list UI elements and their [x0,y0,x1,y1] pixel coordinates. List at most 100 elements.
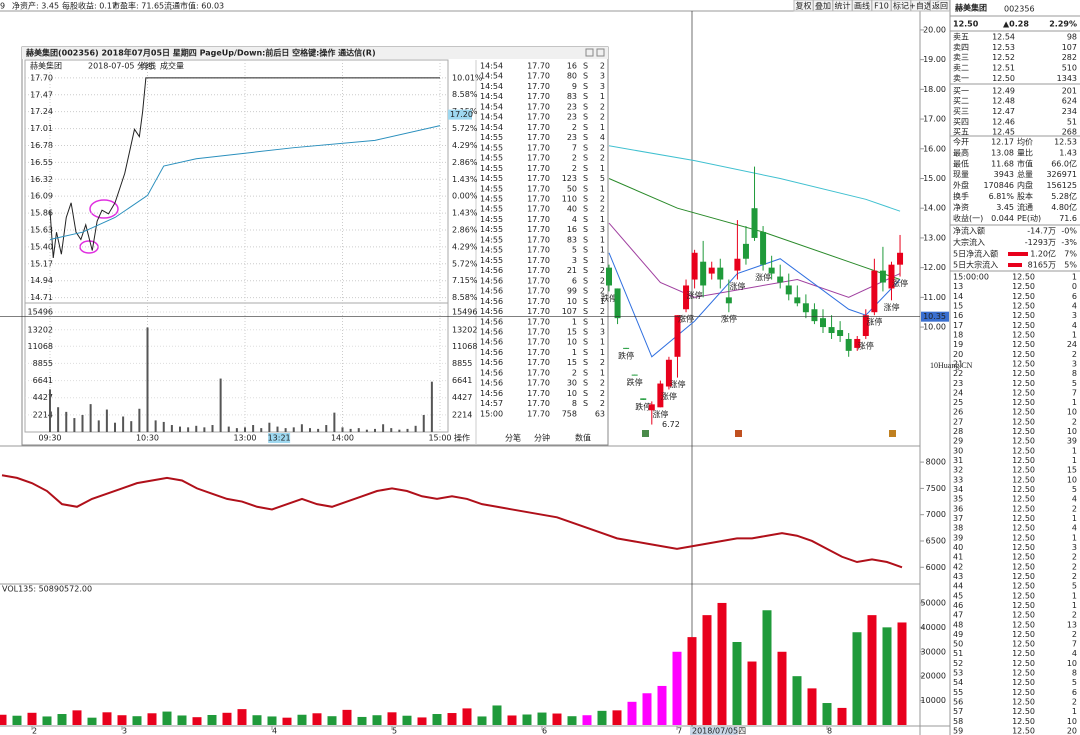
watermark: 10Huang.CN [930,361,973,370]
volume-bar [237,709,247,725]
y2-tick-label: 0.00% [452,192,478,201]
trade-cell: 10 [567,389,577,398]
y-tick-label: 17.00 [923,115,946,124]
popup-tab[interactable]: 操作 [454,433,470,443]
trade-volume: 13 [1067,620,1077,629]
toolbar-button[interactable]: 画线 [854,1,870,11]
y-tick-label: 19.00 [923,55,946,64]
trade-price: 12.50 [1012,495,1035,504]
y-tick-label: 7000 [926,510,946,519]
trade-volume: 5 [1072,485,1077,494]
trade-time: 55 [953,688,963,697]
trade-cell: 15 [567,327,577,336]
book-volume: 234 [1062,107,1077,116]
toolbar-button[interactable]: 叠加 [815,1,831,11]
volume-bar [822,703,832,725]
toolbar-button[interactable]: F10 [874,2,889,11]
trade-price: 12.50 [1012,379,1035,388]
trade-cell: 2 [600,62,605,71]
volume-bar [642,693,652,725]
book-price: 12.50 [992,74,1015,83]
toolbar-button[interactable]: +自选 [909,1,932,11]
trade-volume: 0 [1072,282,1077,291]
trade-volume: 5 [1072,379,1077,388]
trade-cell: 8 [572,399,577,408]
trade-volume: 2 [1072,698,1077,707]
trade-price: 12.50 [1012,524,1035,533]
book-price: 12.46 [992,117,1015,126]
window-button[interactable] [596,48,605,57]
trade-cell: S [583,317,588,326]
trade-cell: 17.70 [527,348,550,357]
toolbar-button[interactable]: 标记 [893,1,909,11]
intraday-line [49,77,440,258]
volume-bar [357,428,360,432]
window-button[interactable] [585,48,594,57]
trade-price: 12.50 [1012,611,1035,620]
trade-volume: 2 [1072,562,1077,571]
trade-cell: 15:00 [480,409,503,418]
y-tick-label: 12.00 [923,263,946,272]
trade-cell: 1 [600,317,605,326]
trade-cell: 2 [600,287,605,296]
trade-time: 45 [953,591,963,600]
trade-cell: S [583,307,588,316]
stat-label: 流通 [1017,202,1033,212]
volume-bar [687,637,697,725]
trade-cell: 14:56 [480,317,503,326]
y-tick-label: 14.71 [30,293,53,302]
info-text: 每股收益: 0.17 [62,1,117,11]
stat-value: 5.28亿 [1051,191,1077,201]
toolbar-button-bg[interactable] [930,0,950,12]
trade-price: 12.50 [1012,717,1035,726]
trade-price: 12.50 [1012,669,1035,678]
trade-cell: 17.70 [527,235,550,244]
popup-titlebar [22,47,608,59]
trade-cell: 14:55 [480,154,503,163]
y-tick-label: 16.55 [30,158,53,167]
popup-tab[interactable]: 分笔 [505,433,521,443]
volume-bar [138,408,141,432]
trade-cell: 2 [600,389,605,398]
stat-label: 外盘 [953,180,969,190]
x-tick-label: 8 [827,727,832,735]
popup-tab[interactable]: 分钟 [534,433,550,443]
volume-bar [406,428,409,432]
y2-tick-label: 11068 [452,342,477,351]
x-tick-label: 3 [122,727,127,735]
trade-cell: 3 [600,225,605,234]
moving-average [608,252,901,358]
trade-volume: 4 [1072,495,1077,504]
trade-cell: 17.70 [527,133,550,142]
book-price: 12.45 [992,128,1015,137]
volume-bar [0,714,7,725]
flow-pct: -0% [1061,227,1077,236]
trade-cell: S [583,184,588,193]
volume-bar [244,427,246,432]
trade-cell: 17.70 [527,113,550,122]
toolbar-button[interactable]: 统计 [835,1,851,11]
trade-volume: 1 [1072,456,1077,465]
volume-bar [235,428,238,432]
trade-cell: 17.70 [527,205,550,214]
volume-bar [132,716,142,725]
y-tick-label: 14.00 [923,204,946,213]
toolbar-button[interactable]: 复权 [796,1,812,11]
trade-time: 43 [953,572,963,581]
volume-bar [292,427,295,432]
trade-cell: 15 [567,358,577,367]
limit-label: 涨停 [866,317,882,327]
trade-cell: 2 [600,307,605,316]
y-tick-label: 15.40 [30,242,53,251]
trade-time: 44 [953,582,963,591]
candle-body [871,270,878,313]
trade-time: 47 [953,611,963,620]
trade-cell: 1 [600,184,605,193]
trade-cell: 30 [567,379,577,388]
trade-cell: 110 [562,194,577,203]
popup-tab[interactable]: 数值 [575,433,591,443]
toolbar-button[interactable]: 返回 [932,2,948,11]
trade-cell: 1 [600,123,605,132]
book-volume: 282 [1062,53,1077,62]
stat-value: 11.68 [991,159,1014,168]
